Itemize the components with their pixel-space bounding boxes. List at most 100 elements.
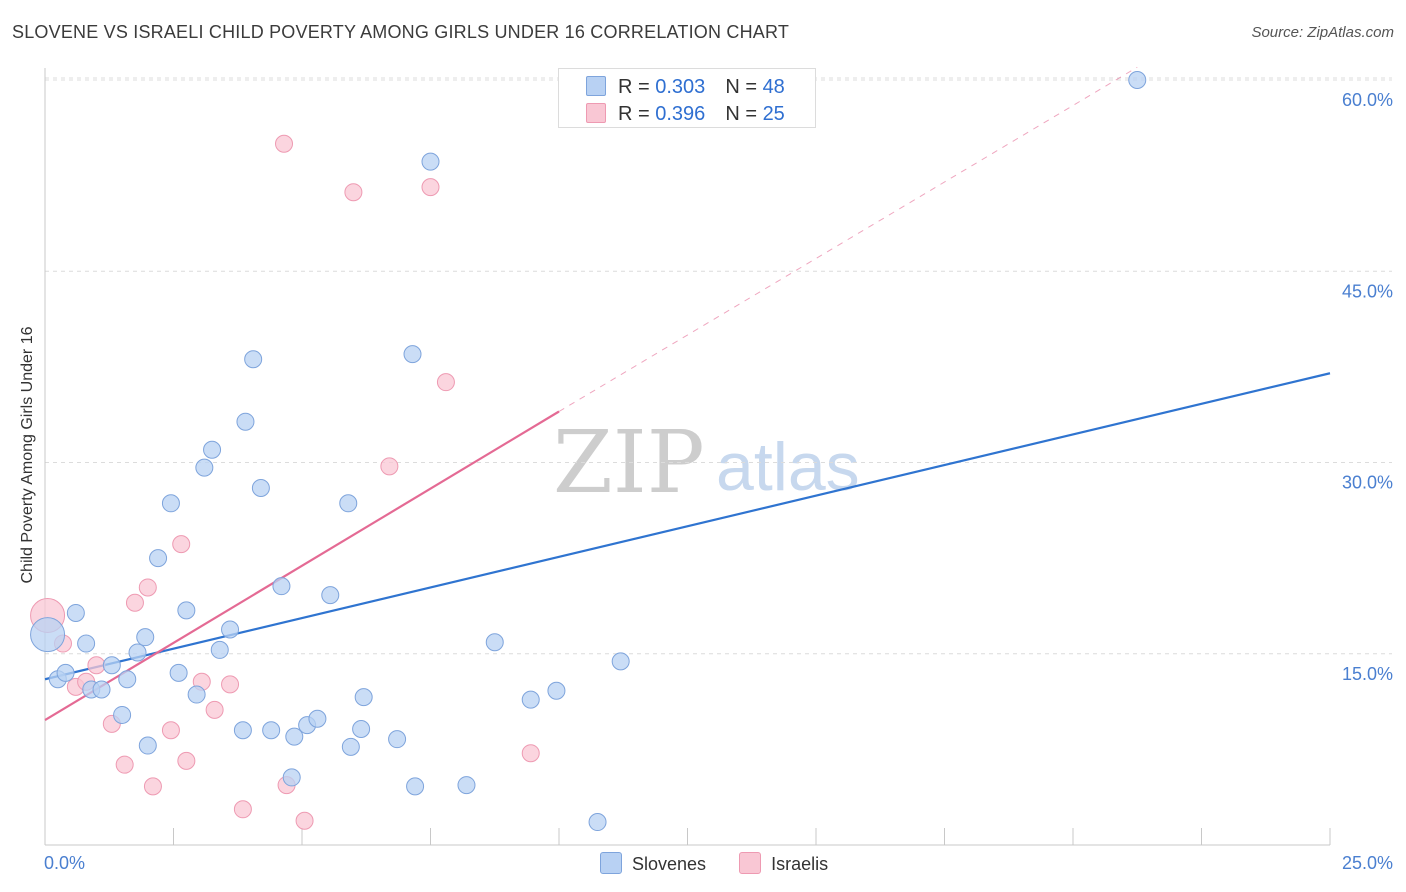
tick-labels: 15.0% 30.0% 45.0% 60.0% 0.0% 25.0%: [44, 90, 1393, 873]
slovene-point: [138, 736, 157, 755]
israeli-point: [295, 811, 314, 830]
n-value: 48: [762, 76, 785, 98]
slovene-point: [403, 345, 422, 364]
israeli-point: [161, 721, 180, 740]
grid-lines: [45, 77, 1392, 655]
slovene-point: [136, 628, 155, 647]
slovene-point: [210, 640, 229, 659]
israeli-point: [205, 700, 224, 719]
r-value: 0.396: [655, 103, 706, 125]
x-tick-label: 0.0%: [44, 853, 85, 873]
data-points: [30, 71, 1147, 832]
y-tick-label: 45.0%: [1342, 281, 1393, 301]
slovene-point: [308, 709, 327, 728]
slovene-point: [406, 777, 425, 796]
slovene-point: [611, 652, 630, 671]
israeli-point: [436, 373, 455, 392]
y-tick-label: 15.0%: [1342, 664, 1393, 684]
legend-item-slovenes: Slovenes: [600, 852, 706, 875]
source-credit: Source: ZipAtlas.com: [1251, 24, 1394, 41]
slovenes-legend-swatch: [600, 852, 622, 874]
legend-row-slovenes: R = 0.303 N = 48: [586, 76, 785, 98]
israelis-trend-line: [44, 410, 560, 721]
slovene-point: [187, 685, 206, 704]
n-value: 25: [762, 103, 785, 125]
israeli-point: [421, 178, 440, 197]
slovene-point: [485, 633, 504, 652]
legend-item-israelis: Israelis: [739, 852, 828, 875]
slovene-point: [102, 656, 121, 675]
slovene-point: [233, 721, 252, 740]
watermark-atlas: atlas: [716, 429, 860, 505]
slovene-point: [321, 586, 340, 605]
y-tick-label: 30.0%: [1342, 473, 1393, 493]
n-label: N =: [725, 76, 763, 98]
slovene-point: [272, 577, 291, 596]
legend-label-slovenes: Slovenes: [632, 854, 707, 874]
slovene-point: [388, 730, 407, 749]
israeli-point: [380, 457, 399, 476]
slovene-point: [177, 601, 196, 620]
slovene-point: [1128, 71, 1147, 89]
r-label: R =: [618, 103, 656, 125]
r-label: R =: [618, 76, 656, 98]
israeli-point: [172, 535, 191, 554]
slovene-point: [149, 549, 168, 568]
trend-lines: [44, 66, 1331, 721]
slovene-point: [66, 603, 85, 622]
slovene-point: [30, 617, 66, 653]
slovene-point: [421, 152, 440, 171]
slovene-point: [339, 494, 358, 513]
slovene-point: [92, 680, 111, 699]
slovene-point: [113, 705, 132, 724]
slovene-point: [521, 690, 540, 709]
slovene-point: [169, 663, 188, 682]
slovene-point: [236, 412, 255, 431]
slovene-point: [588, 813, 607, 832]
israeli-point: [87, 656, 106, 675]
israeli-point: [143, 777, 162, 796]
israeli-point: [233, 800, 252, 819]
n-label: N =: [725, 103, 763, 125]
slovene-point: [77, 634, 96, 653]
israelis-swatch: [586, 103, 606, 123]
legend-row-israelis: R = 0.396 N = 25: [586, 103, 785, 125]
y-axis-title: Child Poverty Among Girls Under 16: [19, 326, 36, 584]
israeli-point: [177, 751, 196, 770]
slovene-point: [282, 768, 301, 787]
slovene-point: [285, 727, 304, 746]
series-legend: Slovenes Israelis: [600, 852, 856, 875]
israeli-point: [125, 593, 144, 612]
slovene-point: [341, 737, 360, 756]
israelis-legend-swatch: [739, 852, 762, 874]
slovene-point: [244, 350, 263, 369]
y-tick-label: 60.0%: [1342, 90, 1393, 110]
israeli-point: [138, 578, 157, 597]
watermark: ZIP atlas: [553, 413, 860, 513]
slovene-point: [203, 440, 222, 459]
slovenes-trend-line: [44, 372, 1331, 681]
slovene-point: [457, 776, 476, 795]
slovene-point: [251, 479, 270, 497]
slovene-point: [547, 681, 566, 700]
israeli-point: [275, 134, 294, 153]
correlation-legend: R = 0.303 N = 48 R = 0.396 N = 25: [558, 68, 816, 128]
chart-title: SLOVENE VS ISRAELI CHILD POVERTY AMONG G…: [12, 22, 790, 42]
slovene-point: [118, 670, 137, 689]
slovene-point: [352, 719, 371, 738]
slovene-point: [354, 688, 373, 707]
slovene-point: [161, 494, 180, 513]
israeli-point: [344, 183, 363, 202]
israeli-point: [521, 744, 540, 763]
israelis-trend-extension: [558, 66, 1138, 412]
israeli-point: [115, 755, 134, 774]
x-tick-label: 25.0%: [1342, 853, 1393, 873]
slovene-point: [221, 620, 240, 639]
slovene-point: [262, 721, 281, 740]
axes: [44, 68, 1331, 846]
slovene-point: [195, 458, 214, 477]
legend-label-israelis: Israelis: [771, 854, 829, 874]
r-value: 0.303: [655, 76, 706, 98]
slovene-point: [56, 663, 75, 682]
